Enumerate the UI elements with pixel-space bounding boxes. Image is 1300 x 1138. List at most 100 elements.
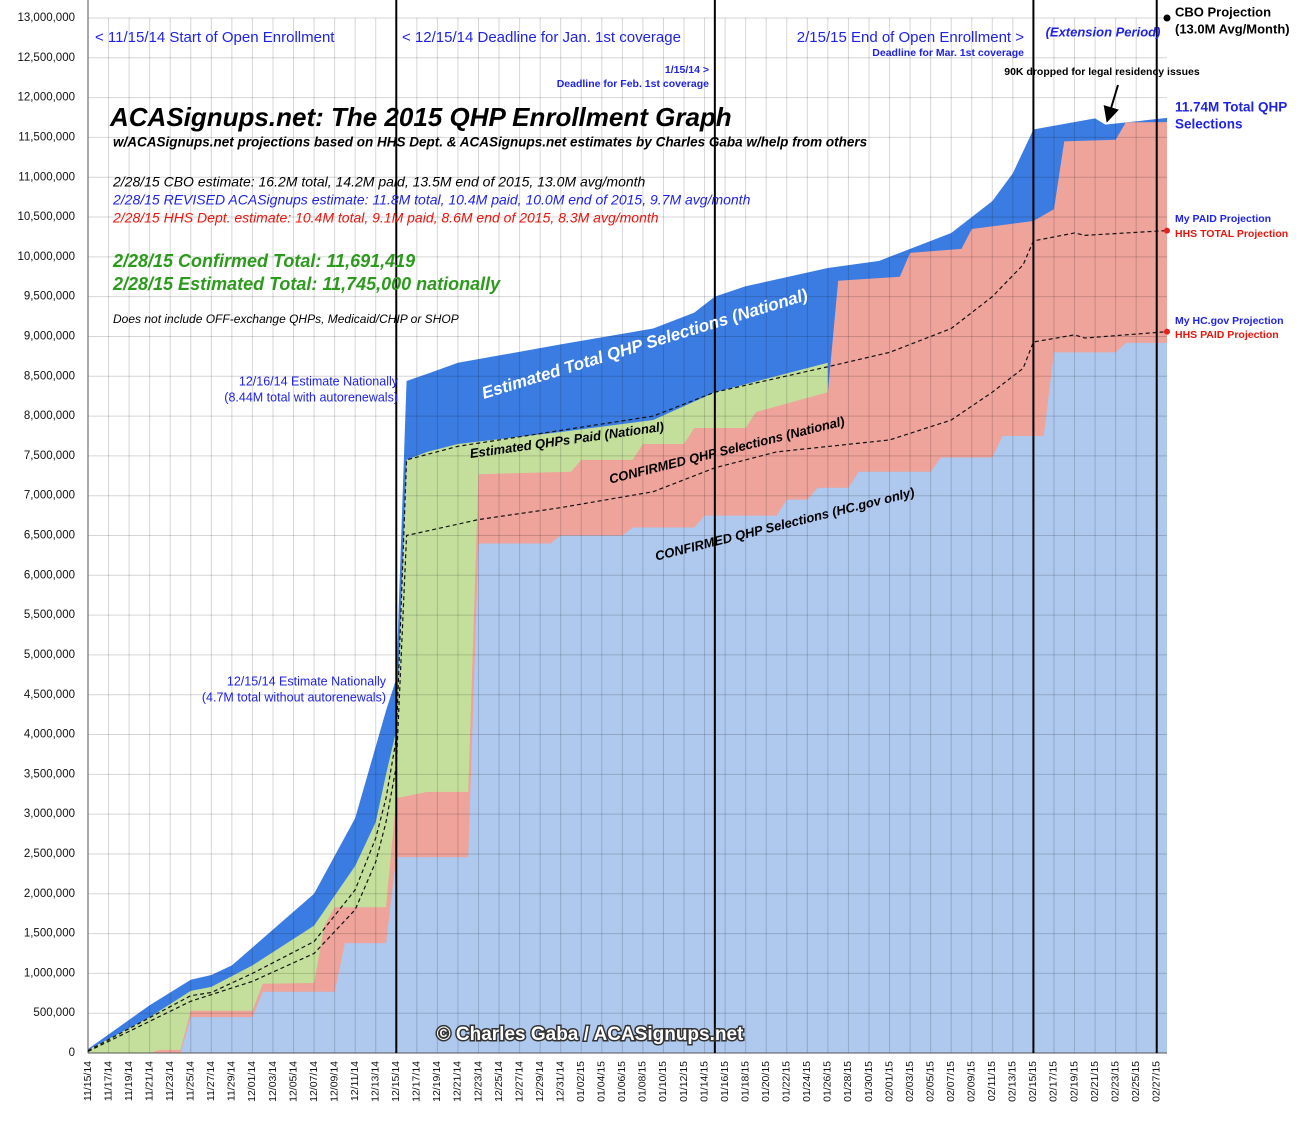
x-tick-label: 12/13/14 xyxy=(370,1061,382,1102)
areas xyxy=(88,117,1167,1054)
y-tick-label: 12,500,000 xyxy=(17,52,75,64)
y-tick-label: 3,000,000 xyxy=(24,808,75,820)
y-tick-label: 1,000,000 xyxy=(24,967,75,979)
x-tick-label: 02/13/15 xyxy=(1007,1061,1019,1102)
annotation: My HC.gov Projection xyxy=(1175,315,1284,327)
x-tick-label: 12/17/14 xyxy=(411,1061,423,1102)
y-tick-label: 5,000,000 xyxy=(24,649,75,661)
y-tick-label: 13,000,000 xyxy=(17,12,75,24)
y-tick-label: 7,000,000 xyxy=(24,490,75,502)
note: Does not include OFF-exchange QHPs, Medi… xyxy=(113,312,459,326)
x-tick-label: 02/03/15 xyxy=(904,1061,916,1102)
annotation: (4.7M total without autorenewals) xyxy=(202,690,386,704)
x-tick-label: 02/23/15 xyxy=(1109,1061,1121,1102)
lines xyxy=(87,0,1171,1053)
y-tick-label: 3,500,000 xyxy=(24,768,75,780)
y-tick-label: 9,000,000 xyxy=(24,330,75,342)
annotation: < 11/15/14 Start of Open Enrollment xyxy=(95,29,335,46)
x-tick-label: 01/04/15 xyxy=(596,1061,608,1102)
x-tick-label: 02/01/15 xyxy=(883,1061,895,1102)
x-tick-label: 02/15/15 xyxy=(1027,1061,1039,1102)
x-tick-label: 11/25/14 xyxy=(185,1061,197,1101)
series-label: CBO Projection xyxy=(1175,4,1271,19)
x-tick-label: 12/07/14 xyxy=(308,1061,320,1102)
y-tick-label: 6,000,000 xyxy=(24,569,75,581)
x-tick-label: 12/09/14 xyxy=(328,1061,340,1102)
x-tick-label: 12/31/14 xyxy=(554,1061,566,1102)
x-tick-label: 12/27/14 xyxy=(513,1061,525,1102)
y-tick-label: 2,000,000 xyxy=(24,888,75,900)
y-tick-label: 8,500,000 xyxy=(24,370,75,382)
x-tick-label: 01/02/15 xyxy=(575,1061,587,1102)
annotation: 2/15/15 End of Open Enrollment > xyxy=(797,29,1024,46)
annotation: Deadline for Mar. 1st coverage xyxy=(872,47,1024,59)
x-tick-label: 02/19/15 xyxy=(1068,1061,1080,1102)
x-tick-label: 01/06/15 xyxy=(616,1061,628,1102)
x-tick-label: 11/15/14 xyxy=(82,1061,94,1101)
y-tick-label: 500,000 xyxy=(33,1007,75,1019)
x-tick-label: 12/05/14 xyxy=(287,1061,299,1102)
note: 2/28/15 CBO estimate: 16.2M total, 14.2M… xyxy=(112,174,646,190)
annotation: Selections xyxy=(1175,117,1243,132)
note: 2/28/15 REVISED ACASignups estimate: 11.… xyxy=(112,192,751,208)
annotation: © Charles Gaba / ACASignups.net xyxy=(437,1024,744,1045)
y-tick-label: 0 xyxy=(69,1047,75,1059)
x-tick-label: 01/22/15 xyxy=(781,1061,793,1102)
note: 2/28/15 Confirmed Total: 11,691,419 xyxy=(112,251,415,271)
x-tick-label: 02/27/15 xyxy=(1151,1061,1163,1102)
x-tick-label: 01/30/15 xyxy=(863,1061,875,1102)
x-tick-label: 01/24/15 xyxy=(801,1061,813,1102)
annotation: < 12/15/14 Deadline for Jan. 1st coverag… xyxy=(402,29,681,46)
note: 2/28/15 Estimated Total: 11,745,000 nati… xyxy=(112,274,501,294)
annotation: 12/15/14 Estimate Nationally xyxy=(227,674,387,688)
y-tick-label: 11,500,000 xyxy=(18,131,75,143)
projection-line xyxy=(87,331,1168,1052)
x-tick-label: 01/28/15 xyxy=(842,1061,854,1102)
annotation-arrow xyxy=(1103,84,1119,123)
annotation: (Extension Period) xyxy=(1046,24,1161,39)
projection-line xyxy=(87,229,1168,1052)
x-tick-label: 11/23/14 xyxy=(164,1061,176,1101)
chart-title: ACASignups.net: The 2015 QHP Enrollment … xyxy=(109,102,732,132)
x-tick-label: 02/11/15 xyxy=(986,1061,998,1101)
x-tick-label: 01/12/15 xyxy=(678,1061,690,1102)
annotation: My PAID Projection xyxy=(1175,213,1271,225)
x-tick-label: 01/16/15 xyxy=(719,1061,731,1102)
x-tick-label: 12/29/14 xyxy=(534,1061,546,1102)
x-tick-label: 12/19/14 xyxy=(431,1061,443,1102)
annotation: 90K dropped for legal residency issues xyxy=(1004,66,1200,78)
annotation: 12/16/14 Estimate Nationally xyxy=(239,374,399,388)
y-tick-label: 9,500,000 xyxy=(24,291,75,303)
x-tick-label: 11/19/14 xyxy=(123,1061,135,1101)
x-tick-label: 11/17/14 xyxy=(102,1061,114,1101)
x-tick-label: 11/29/14 xyxy=(226,1061,238,1101)
chart-subtitle: w/ACASignups.net projections based on HH… xyxy=(113,135,868,150)
x-tick-label: 02/05/15 xyxy=(924,1061,936,1102)
y-tick-label: 4,500,000 xyxy=(24,689,75,701)
x-tick-label: 01/26/15 xyxy=(822,1061,834,1102)
y-tick-label: 1,500,000 xyxy=(24,928,75,940)
projection-point xyxy=(1163,14,1171,22)
y-tick-label: 12,000,000 xyxy=(17,92,75,104)
x-tick-label: 12/15/14 xyxy=(390,1061,402,1102)
y-tick-label: 10,500,000 xyxy=(17,211,75,223)
y-tick-label: 2,500,000 xyxy=(24,848,75,860)
x-tick-label: 11/21/14 xyxy=(143,1061,155,1101)
y-tick-label: 11,000,000 xyxy=(18,171,75,183)
y-tick-label: 7,500,000 xyxy=(24,450,75,462)
note: 2/28/15 HHS Dept. estimate: 10.4M total,… xyxy=(112,210,659,226)
x-tick-label: 02/09/15 xyxy=(966,1061,978,1102)
x-tick-label: 02/21/15 xyxy=(1089,1061,1101,1102)
y-tick-label: 8,000,000 xyxy=(24,410,75,422)
annotation: (13.0M Avg/Month) xyxy=(1175,21,1290,36)
annotation: (8.44M total with autorenewals) xyxy=(224,390,398,404)
x-tick-label: 12/23/14 xyxy=(472,1061,484,1102)
annotation: 11.74M Total QHP xyxy=(1175,100,1287,115)
x-tick-label: 01/08/15 xyxy=(637,1061,649,1102)
annotation: 1/15/14 > xyxy=(665,64,709,76)
x-tick-label: 12/25/14 xyxy=(493,1061,505,1102)
series-label: HHS TOTAL Projection xyxy=(1175,228,1288,240)
x-tick-label: 02/07/15 xyxy=(945,1061,957,1102)
